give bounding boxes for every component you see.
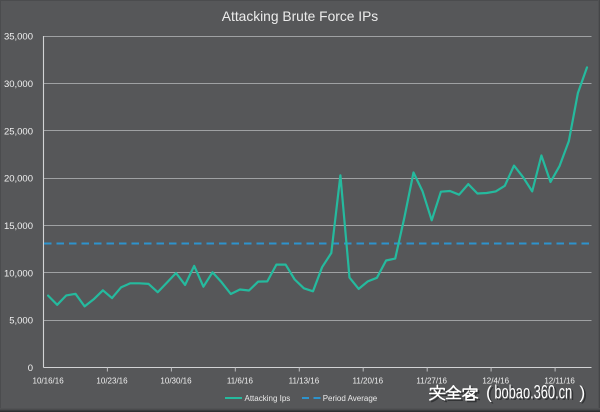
- svg-text:10/16/16: 10/16/16: [33, 377, 65, 386]
- svg-text:12/4/16: 12/4/16: [482, 377, 509, 386]
- svg-text:11/6/16: 11/6/16: [227, 377, 254, 386]
- svg-text:15,000: 15,000: [4, 221, 33, 232]
- svg-text:Period Average: Period Average: [323, 394, 378, 403]
- svg-text:20,000: 20,000: [4, 174, 33, 185]
- svg-text:11/13/16: 11/13/16: [289, 377, 320, 386]
- svg-text:10/23/16: 10/23/16: [96, 377, 128, 386]
- svg-text:10,000: 10,000: [4, 268, 33, 279]
- svg-text:0: 0: [28, 363, 33, 374]
- svg-text:10/30/16: 10/30/16: [160, 377, 192, 386]
- svg-text:Attacking Brute Force IPs: Attacking Brute Force IPs: [222, 9, 379, 24]
- svg-text:11/20/16: 11/20/16: [353, 377, 384, 386]
- svg-text:30,000: 30,000: [4, 79, 33, 90]
- svg-text:35,000: 35,000: [4, 32, 33, 43]
- svg-text:11/27/16: 11/27/16: [416, 377, 447, 386]
- svg-text:12/11/16: 12/11/16: [544, 377, 575, 386]
- svg-text:Attacking Ips: Attacking Ips: [245, 394, 291, 403]
- svg-text:5,000: 5,000: [9, 316, 33, 327]
- svg-text:25,000: 25,000: [4, 126, 33, 137]
